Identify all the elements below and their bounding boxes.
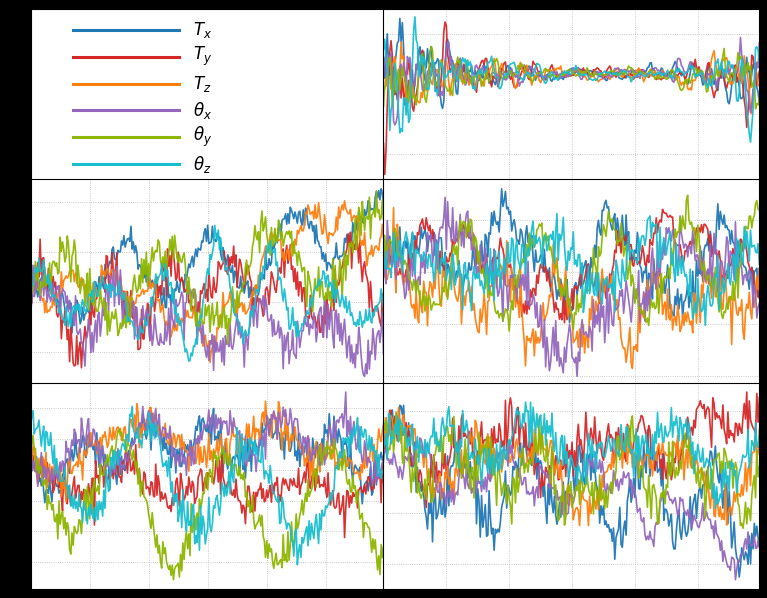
- Text: $T_z$: $T_z$: [193, 74, 212, 93]
- Text: $T_x$: $T_x$: [193, 20, 212, 40]
- Text: $T_y$: $T_y$: [193, 45, 212, 68]
- Text: $\theta_y$: $\theta_y$: [193, 125, 212, 150]
- Text: $\theta_x$: $\theta_x$: [193, 100, 212, 121]
- Text: $\theta_z$: $\theta_z$: [193, 154, 212, 175]
